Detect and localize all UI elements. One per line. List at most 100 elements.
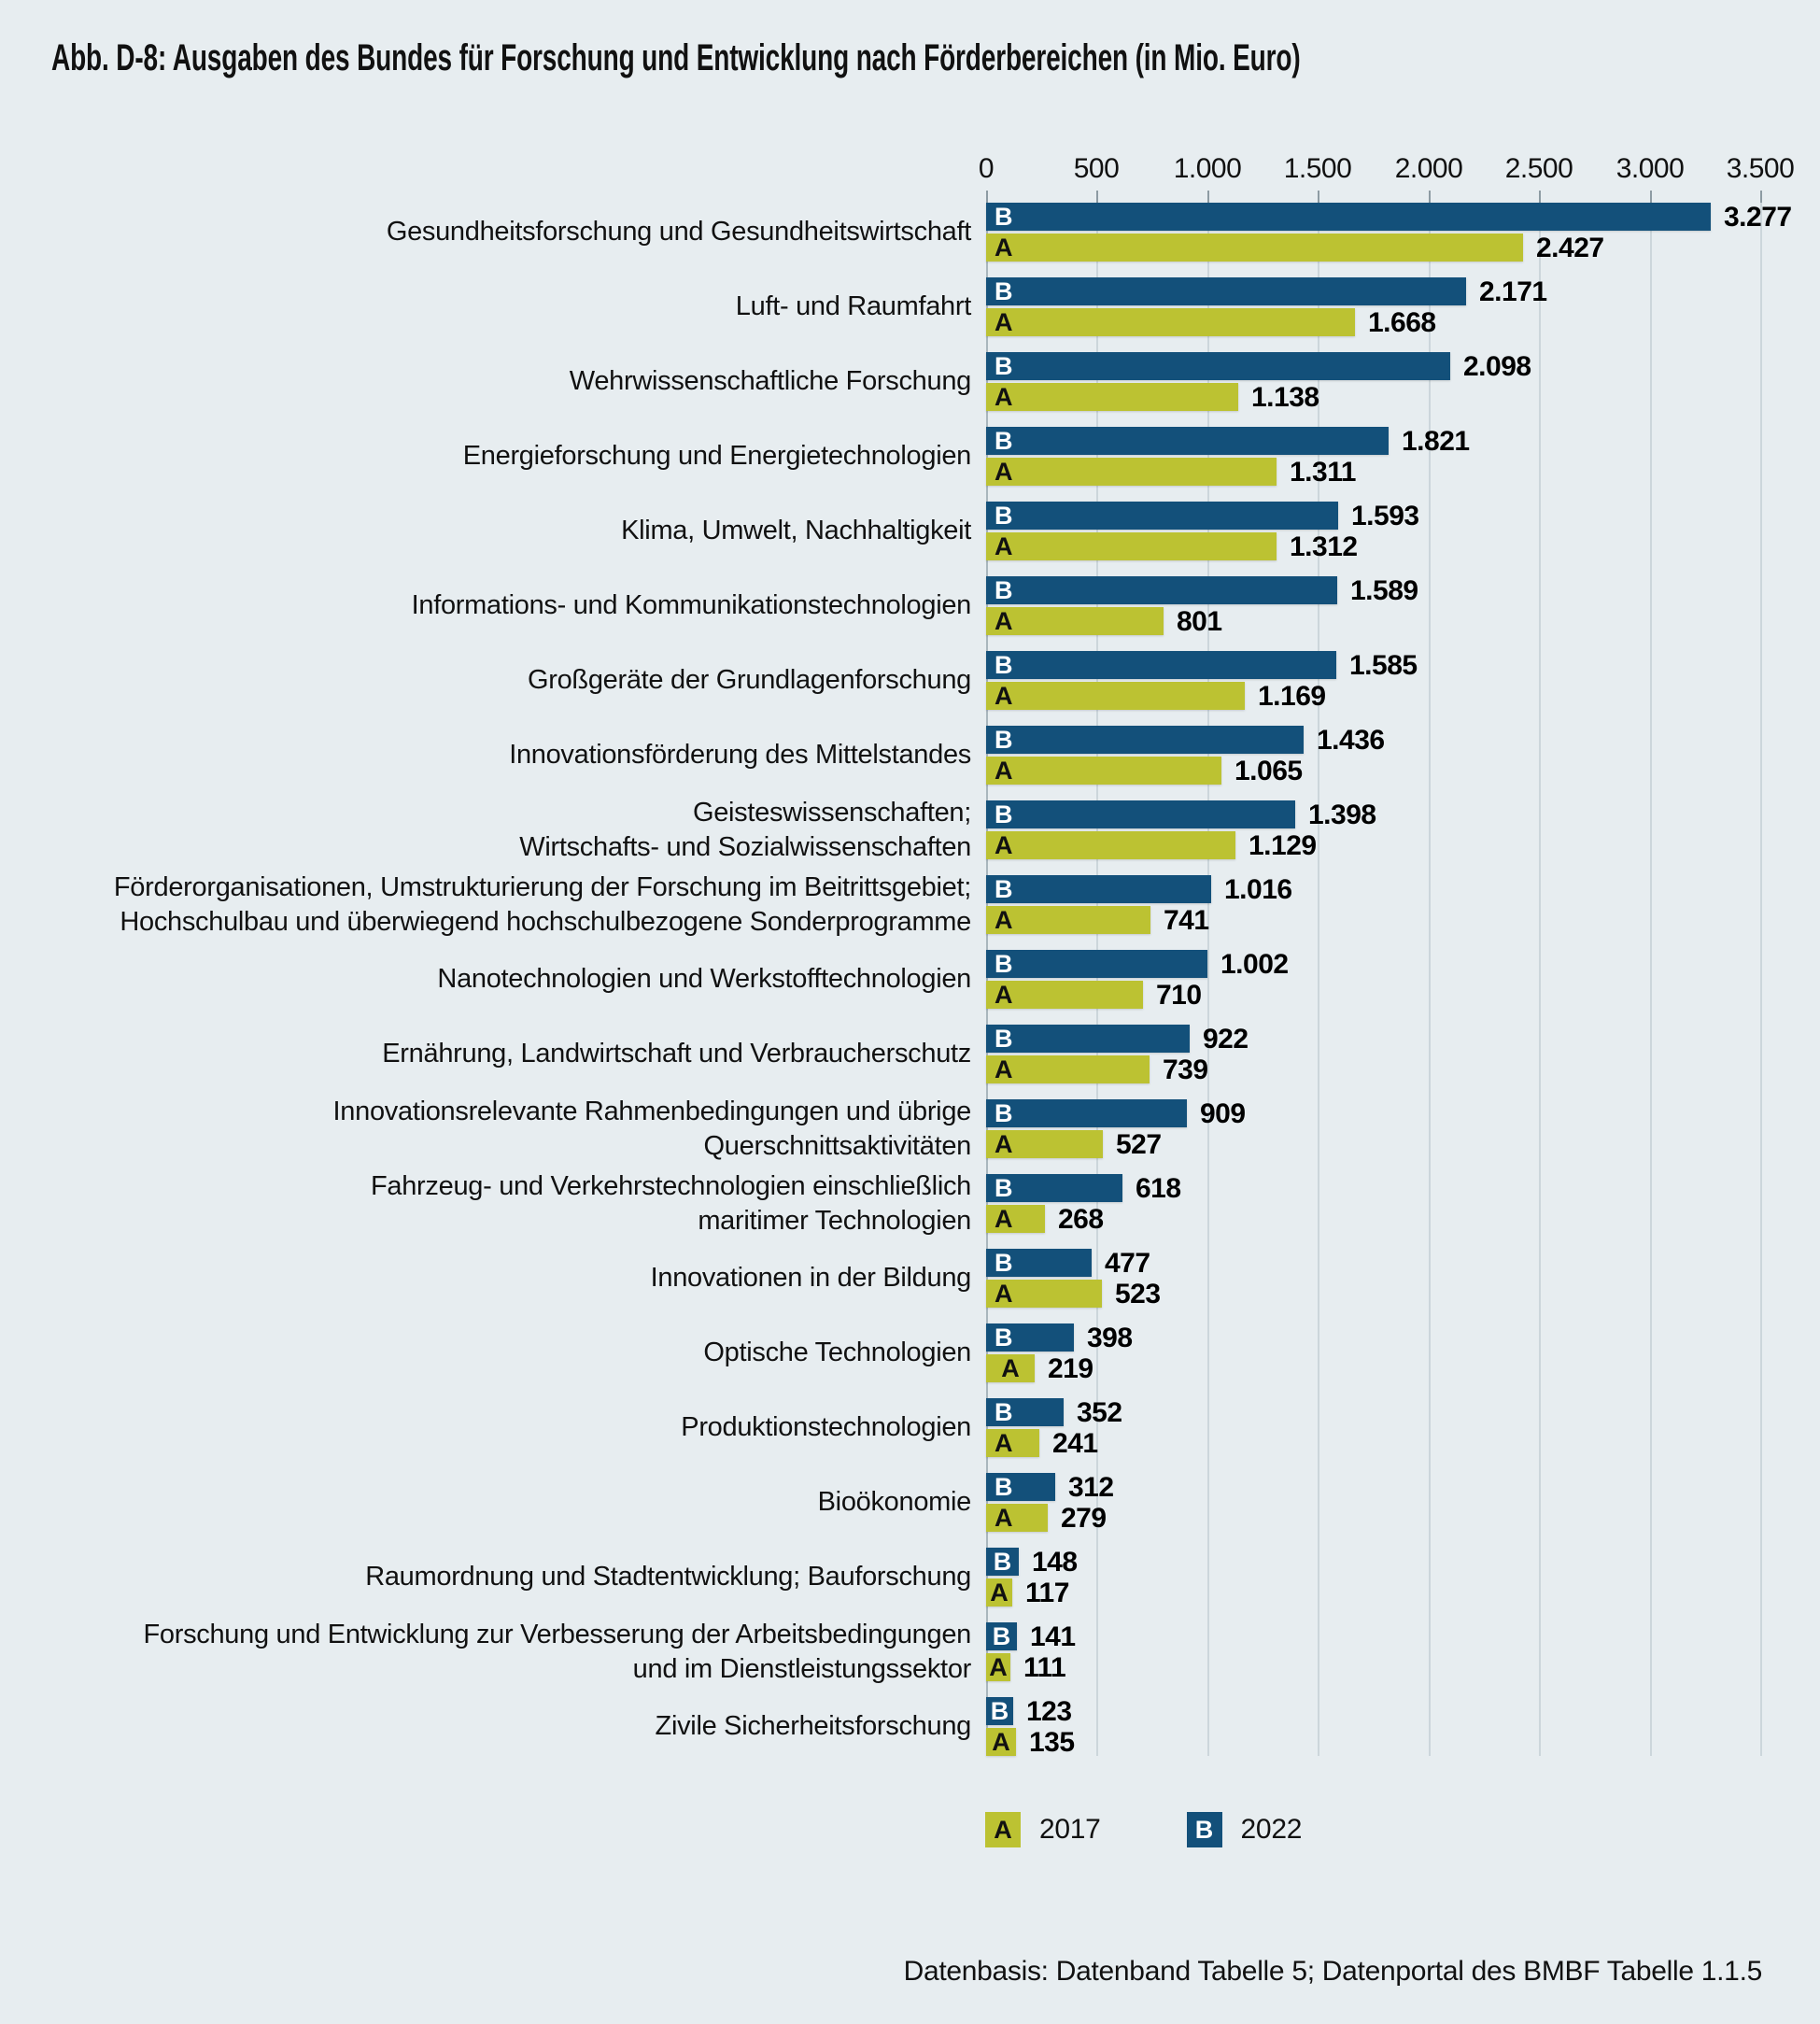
axis-tick bbox=[986, 191, 988, 203]
category-label: Bioökonomie bbox=[0, 1473, 972, 1532]
value-label-2017: 111 bbox=[1023, 1652, 1066, 1683]
bar-2017: A bbox=[986, 1653, 1010, 1681]
category-label: Produktionstechnologien bbox=[0, 1398, 971, 1457]
bar-series-letter-A: A bbox=[992, 1728, 1010, 1756]
category-label: Wehrwissenschaftliche Forschung bbox=[0, 352, 972, 411]
category-labels-column: Gesundheitsforschung und Gesundheitswirt… bbox=[0, 203, 971, 1756]
bar-2017: A bbox=[986, 1354, 1035, 1382]
category-label: Innovationsförderung des Mittelstandes bbox=[0, 726, 971, 785]
bar-2022: B bbox=[986, 875, 1211, 903]
legend-label-2022: 2022 bbox=[1240, 1814, 1303, 1845]
category-label: Informations- und Kommunikationstechnolo… bbox=[0, 576, 972, 635]
category-label-line: Ernährung, Landwirtschaft und Verbrauche… bbox=[382, 1039, 971, 1069]
value-label-2017: 268 bbox=[1058, 1204, 1104, 1235]
bar-series-letter-A: A bbox=[995, 532, 1013, 560]
bar-2017: A bbox=[986, 1578, 1012, 1606]
gridline bbox=[1650, 203, 1652, 1756]
bar-series-letter-A: A bbox=[995, 458, 1013, 486]
x-axis-tick-label: 1.000 bbox=[1173, 153, 1242, 184]
axis-tick bbox=[1650, 191, 1652, 203]
category-label: Raumordnung und Stadtentwicklung; Baufor… bbox=[0, 1548, 971, 1606]
bar-2022: B bbox=[986, 1099, 1187, 1127]
bar-2022: B bbox=[986, 427, 1389, 455]
legend-item-2022: B 2022 bbox=[1186, 1812, 1303, 1847]
bar-series-letter-A: A bbox=[995, 308, 1013, 336]
category-label-line: Bioökonomie bbox=[817, 1487, 972, 1517]
value-label-2017: 739 bbox=[1163, 1054, 1208, 1085]
x-axis-tick-label: 0 bbox=[978, 153, 995, 184]
category-label-line: Klima, Umwelt, Nachhaltigkeit bbox=[621, 516, 971, 545]
value-label-2022: 141 bbox=[1030, 1621, 1076, 1652]
bar-series-letter-B: B bbox=[995, 875, 1013, 903]
category-label-line: Produktionstechnologien bbox=[681, 1412, 971, 1442]
value-label-2022: 1.821 bbox=[1402, 426, 1470, 457]
legend-swatch-2022: B bbox=[1186, 1812, 1222, 1847]
category-label-line: Informations- und Kommunikationstechnolo… bbox=[411, 590, 972, 620]
bar-2022: B bbox=[986, 1398, 1064, 1426]
category-label-line: und im Dienstleistungssektor bbox=[632, 1653, 972, 1684]
bar-2017: A bbox=[986, 1055, 1150, 1083]
bar-series-letter-B: B bbox=[995, 950, 1013, 978]
category-label: Zivile Sicherheitsforschung bbox=[0, 1697, 972, 1756]
value-label-2022: 618 bbox=[1136, 1173, 1181, 1204]
bar-series-letter-B: B bbox=[992, 1622, 1011, 1650]
bar-2017: A bbox=[986, 1130, 1103, 1158]
gridline bbox=[1207, 203, 1209, 1756]
bar-2022: B bbox=[986, 203, 1711, 231]
category-label: Großgeräte der Grundlagenforschung bbox=[0, 651, 971, 710]
bar-series-letter-B: B bbox=[993, 1548, 1012, 1576]
value-label-2022: 352 bbox=[1077, 1397, 1122, 1428]
bar-2022: B bbox=[986, 1697, 1013, 1725]
category-label-line: Querschnittsaktivitäten bbox=[703, 1130, 972, 1161]
axis-baseline bbox=[986, 203, 988, 1756]
bar-2017: A bbox=[986, 1429, 1039, 1457]
bar-2017: A bbox=[986, 981, 1143, 1009]
value-label-2022: 1.585 bbox=[1349, 650, 1418, 681]
value-label-2017: 1.138 bbox=[1251, 382, 1319, 413]
bar-2017: A bbox=[986, 757, 1221, 785]
bar-series-letter-B: B bbox=[995, 502, 1013, 530]
bar-2017: A bbox=[986, 458, 1277, 486]
value-label-2022: 1.398 bbox=[1308, 800, 1376, 830]
bar-2017: A bbox=[986, 831, 1235, 859]
value-label-2017: 1.668 bbox=[1368, 307, 1436, 338]
category-label-line: Großgeräte der Grundlagenforschung bbox=[527, 665, 971, 695]
category-label: Ernährung, Landwirtschaft und Verbrauche… bbox=[0, 1025, 971, 1083]
bar-2017: A bbox=[986, 532, 1277, 560]
source-note: Datenbasis: Datenband Tabelle 5; Datenpo… bbox=[903, 1956, 1763, 1987]
category-label-line: Gesundheitsforschung und Gesundheitswirt… bbox=[386, 217, 971, 247]
value-label-2022: 1.016 bbox=[1224, 874, 1292, 905]
bar-series-letter-A: A bbox=[995, 1130, 1013, 1158]
category-label: Innovationsrelevante Rahmenbedingungen u… bbox=[0, 1097, 972, 1161]
category-label: Nanotechnologien und Werkstofftechnologi… bbox=[0, 950, 971, 1009]
bar-series-letter-A: A bbox=[995, 1055, 1013, 1083]
legend: A 2017 B 2022 bbox=[985, 1812, 1302, 1847]
bar-series-letter-B: B bbox=[995, 1323, 1013, 1352]
value-label-2017: 527 bbox=[1116, 1129, 1162, 1160]
category-label: Forschung und Entwicklung zur Verbesseru… bbox=[0, 1620, 971, 1684]
bar-2022: B bbox=[986, 352, 1450, 380]
bar-series-letter-B: B bbox=[995, 277, 1013, 305]
bar-series-letter-B: B bbox=[995, 1398, 1013, 1426]
value-label-2017: 741 bbox=[1164, 905, 1209, 936]
category-label: Energieforschung und Energietechnologien bbox=[0, 427, 972, 486]
category-label: Fahrzeug- und Verkehrstechnologien einsc… bbox=[0, 1171, 971, 1236]
category-label: Innovationen in der Bildung bbox=[0, 1249, 972, 1308]
category-label: Gesundheitsforschung und Gesundheitswirt… bbox=[0, 203, 971, 262]
bar-series-letter-B: B bbox=[995, 576, 1013, 604]
bar-series-letter-A: A bbox=[995, 383, 1013, 411]
axis-tick bbox=[1318, 191, 1319, 203]
bar-series-letter-B: B bbox=[995, 203, 1013, 231]
value-label-2022: 909 bbox=[1200, 1098, 1246, 1129]
bar-2017: A bbox=[986, 607, 1164, 635]
category-label-line: maritimer Technologien bbox=[698, 1205, 971, 1236]
x-axis-tick-label: 3.000 bbox=[1615, 153, 1685, 184]
legend-letter-a: A bbox=[994, 1815, 1012, 1844]
bar-series-letter-A: A bbox=[1001, 1354, 1020, 1382]
bar-series-letter-B: B bbox=[995, 1025, 1013, 1053]
x-axis-tick-label: 500 bbox=[1073, 153, 1120, 184]
axis-tick bbox=[1429, 191, 1431, 203]
bar-series-letter-A: A bbox=[995, 1504, 1013, 1532]
bar-series-letter-A: A bbox=[995, 831, 1013, 859]
